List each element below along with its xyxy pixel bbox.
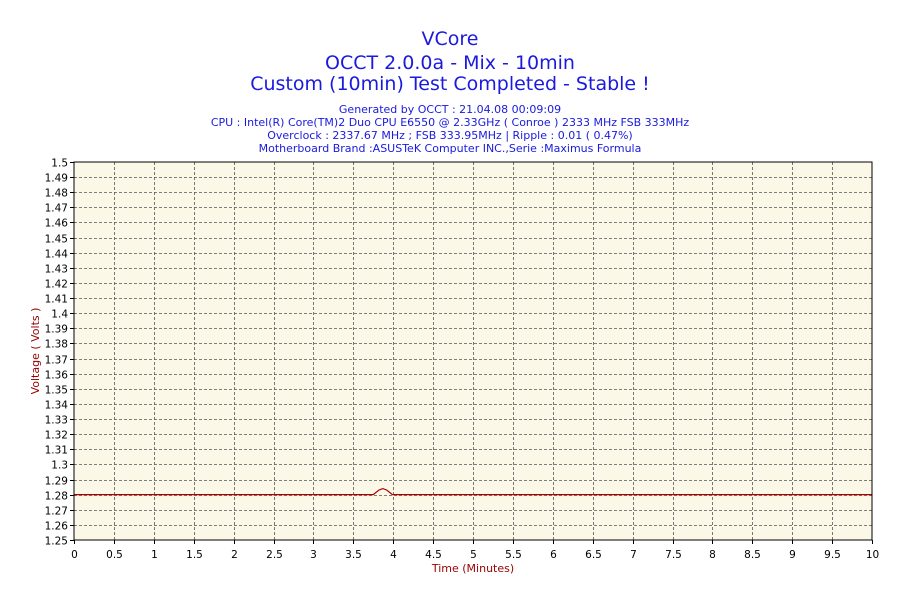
y-tick-label: 1.42 [45, 279, 68, 291]
x-tick-label: 6 [550, 549, 557, 561]
y-tick-label: 1.5 [51, 158, 68, 170]
x-axis: 0 0.5 1 1.5 2 2.5 3 3.5 4 4.5 5 5.5 6 6.5 7 7.5 8 8.5 9 9.5… [71, 540, 879, 561]
y-axis-label: Voltage ( Volts ) [29, 308, 42, 395]
motherboard-info: Motherboard Brand :ASUSTeK Computer INC.… [258, 142, 642, 155]
grid-lines [74, 162, 872, 540]
x-tick-label: 7 [630, 549, 637, 561]
y-tick-label: 1.27 [45, 506, 68, 518]
y-tick-label: 1.25 [45, 536, 68, 548]
y-tick-label: 1.43 [45, 264, 68, 276]
x-tick-label: 8.5 [744, 549, 761, 561]
x-tick-label: 7.5 [665, 549, 682, 561]
y-tick-label: 1.49 [45, 173, 68, 185]
chart-subtitle: OCCT 2.0.0a - Mix - 10min [325, 52, 575, 74]
y-tick-label: 1.28 [45, 491, 68, 503]
overclock-info: Overclock : 2337.67 MHz ; FSB 333.95MHz … [267, 129, 633, 142]
y-tick-label: 1.29 [45, 476, 68, 488]
y-tick-label: 1.37 [45, 355, 68, 367]
y-tick-label: 1.3 [51, 460, 68, 472]
x-tick-label: 6.5 [585, 549, 602, 561]
y-tick-label: 1.41 [45, 294, 68, 306]
y-tick-label: 1.39 [45, 324, 68, 336]
x-tick-label: 1 [151, 549, 158, 561]
x-tick-label: 5 [470, 549, 477, 561]
cpu-info: CPU : Intel(R) Core(TM)2 Duo CPU E6550 @… [210, 116, 690, 129]
x-tick-label: 9.5 [824, 549, 841, 561]
y-tick-label: 1.35 [45, 385, 68, 397]
x-tick-label: 4 [390, 549, 397, 561]
chart-title: VCore [421, 28, 479, 50]
plot-area [74, 162, 872, 540]
y-tick-label: 1.48 [45, 188, 68, 200]
y-tick-label: 1.36 [45, 370, 69, 382]
x-tick-label: 1.5 [186, 549, 203, 561]
y-axis: 1.5 1.49 1.48 1.47 1.46 1.45 1.44 1.43 1.42 1.41 1… [45, 158, 74, 548]
x-tick-label: 10 [866, 549, 879, 561]
x-tick-label: 5.5 [505, 549, 522, 561]
y-tick-label: 1.34 [45, 400, 69, 412]
y-tick-label: 1.44 [45, 249, 69, 261]
test-status: Custom (10min) Test Completed - Stable ! [250, 73, 650, 95]
x-tick-label: 8 [709, 549, 716, 561]
x-tick-label: 3.5 [345, 549, 362, 561]
series-line [74, 487, 872, 496]
y-tick-label: 1.38 [45, 339, 68, 351]
x-tick-label: 0.5 [106, 549, 123, 561]
y-tick-label: 1.4 [51, 309, 68, 321]
x-tick-label: 3 [310, 549, 317, 561]
x-tick-label: 0 [71, 549, 78, 561]
y-tick-label: 1.26 [45, 521, 69, 533]
y-tick-label: 1.46 [45, 218, 69, 230]
generated-info: Generated by OCCT : 21.04.08 00:09:09 [338, 103, 562, 116]
y-tick-label: 1.33 [45, 415, 68, 427]
y-tick-label: 1.47 [45, 203, 68, 215]
x-tick-label: 9 [789, 549, 796, 561]
y-tick-label: 1.31 [45, 445, 68, 457]
x-tick-label: 2.5 [266, 549, 283, 561]
x-tick-label: 2 [231, 549, 238, 561]
x-tick-label: 4.5 [425, 549, 442, 561]
y-tick-label: 1.45 [45, 234, 68, 246]
series-group [74, 487, 872, 496]
y-tick-label: 1.32 [45, 430, 68, 442]
x-axis-label: Time (Minutes) [431, 562, 514, 575]
